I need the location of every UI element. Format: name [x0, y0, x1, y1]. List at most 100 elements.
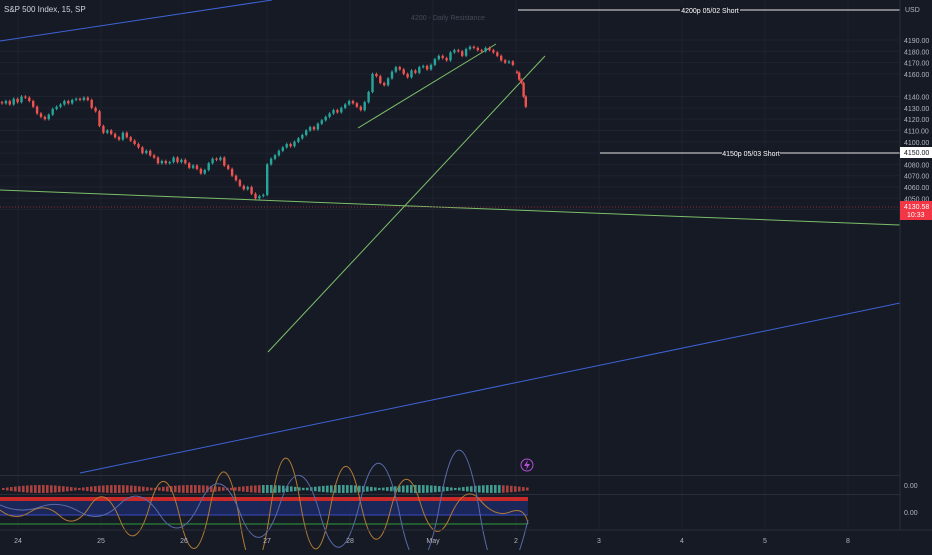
hist-bar-64 [258, 485, 261, 493]
hist-bar-86 [346, 485, 349, 493]
candle-0-54 [211, 158, 214, 164]
hist-bar-41 [166, 486, 169, 492]
hist-bar-121 [486, 485, 489, 493]
candle-0-125 [488, 47, 491, 51]
hist-bar-14 [58, 485, 61, 493]
candle-0-15 [59, 104, 62, 107]
candle-0-57 [223, 157, 226, 166]
indicator-value-1: 0.00 [904, 483, 918, 490]
candle-0-118 [461, 51, 464, 56]
lightning-icon[interactable] [520, 458, 534, 472]
hist-bar-2 [10, 487, 13, 491]
candle-0-16 [63, 101, 66, 105]
x-tick-9: 5 [763, 538, 767, 545]
hist-bar-50 [202, 485, 205, 493]
candle-0-5 [20, 96, 23, 103]
candle-0-116 [453, 50, 456, 53]
hist-bar-29 [118, 485, 121, 493]
hist-bar-120 [482, 485, 485, 493]
candle-0-12 [47, 114, 50, 120]
daily-resistance-annotation: 4200 - Daily Resistance [411, 15, 485, 22]
candle-0-28 [110, 130, 113, 134]
price-axis[interactable] [900, 0, 932, 530]
hist-bar-91 [366, 486, 369, 492]
y-tick-11: 4070.00 [904, 174, 929, 181]
x-tick-6: 2 [514, 538, 518, 545]
upper-blue-trendline[interactable] [0, 0, 273, 42]
candle-0-101 [394, 67, 398, 72]
hist-bar-117 [470, 486, 473, 492]
hist-bar-88 [354, 485, 357, 493]
hist-bar-10 [42, 485, 45, 493]
level-badge-4150-text: 4150.00 [904, 150, 929, 157]
level-label-bg-4150 [722, 147, 780, 159]
hist-bar-87 [350, 485, 353, 493]
hist-bar-66 [266, 485, 269, 493]
hist-bar-30 [122, 485, 125, 493]
symbol-title[interactable]: S&P 500 Index, 15, SP [4, 5, 86, 14]
hist-bar-43 [174, 485, 177, 493]
candle-0-87 [340, 107, 343, 113]
candle-0-59 [230, 168, 234, 176]
hist-bar-55 [222, 487, 225, 491]
candle-0-24 [94, 107, 97, 112]
oscillator-line-1 [0, 457, 529, 555]
hist-bar-23 [94, 486, 97, 492]
candle-0-30 [117, 137, 121, 140]
candle-0-129 [503, 60, 507, 63]
hist-bar-126 [506, 485, 509, 493]
candle-0-18 [71, 99, 74, 104]
hist-bar-58 [234, 487, 237, 491]
hist-bar-109 [438, 486, 441, 492]
candle-0-124 [484, 47, 487, 52]
candle-0-4 [16, 98, 19, 103]
hist-bar-84 [338, 485, 341, 493]
level-badge-4150 [900, 147, 932, 158]
candle-0-72 [281, 147, 284, 151]
x-tick-8: 4 [680, 538, 684, 545]
candle-0-89 [347, 101, 351, 105]
candle-0-92 [359, 106, 362, 111]
candle-0-58 [227, 165, 230, 169]
candle-0-123 [480, 50, 483, 52]
hist-bar-45 [182, 485, 185, 493]
hist-bar-111 [446, 486, 449, 492]
candle-1-0 [515, 71, 519, 73]
level-label-4200: 4200p 05/02 Short [681, 8, 739, 15]
candle-0-97 [379, 76, 382, 83]
oscillator-line-2 [0, 449, 529, 555]
hist-bar-19 [78, 487, 81, 491]
candle-1-4 [524, 96, 527, 107]
candle-0-13 [51, 108, 54, 115]
hist-bar-80 [322, 485, 325, 493]
candle-0-10 [39, 113, 43, 117]
candle-1-1 [518, 72, 521, 80]
hist-bar-44 [178, 485, 181, 493]
candle-0-66 [258, 196, 261, 199]
hist-bar-71 [286, 485, 289, 493]
hist-bar-129 [518, 486, 521, 492]
hist-bar-37 [150, 487, 153, 491]
y-tick-4: 4140.00 [904, 95, 929, 102]
hist-bar-73 [294, 486, 297, 492]
hist-bar-28 [114, 485, 117, 493]
channel-upper-line[interactable] [357, 43, 497, 129]
hist-bar-70 [282, 485, 285, 493]
x-tick-3: 27 [263, 538, 271, 545]
x-tick-labels[interactable]: 24 25 26 27 28 May 2 3 4 5 8 [14, 538, 850, 545]
hist-bar-7 [30, 485, 33, 493]
hist-bar-101 [406, 485, 409, 493]
candle-0-6 [24, 96, 27, 98]
candle-0-80 [312, 127, 316, 130]
candle-0-20 [78, 98, 82, 100]
candle-0-63 [246, 187, 249, 190]
channel-lower-line[interactable] [267, 55, 546, 353]
lower-blue-trendline[interactable] [79, 302, 901, 474]
hist-bar-131 [526, 487, 529, 491]
candle-0-83 [324, 116, 327, 121]
candle-0-39 [152, 155, 156, 158]
hist-bar-33 [134, 485, 137, 493]
hist-bar-99 [398, 485, 401, 493]
hist-bar-54 [218, 486, 221, 492]
